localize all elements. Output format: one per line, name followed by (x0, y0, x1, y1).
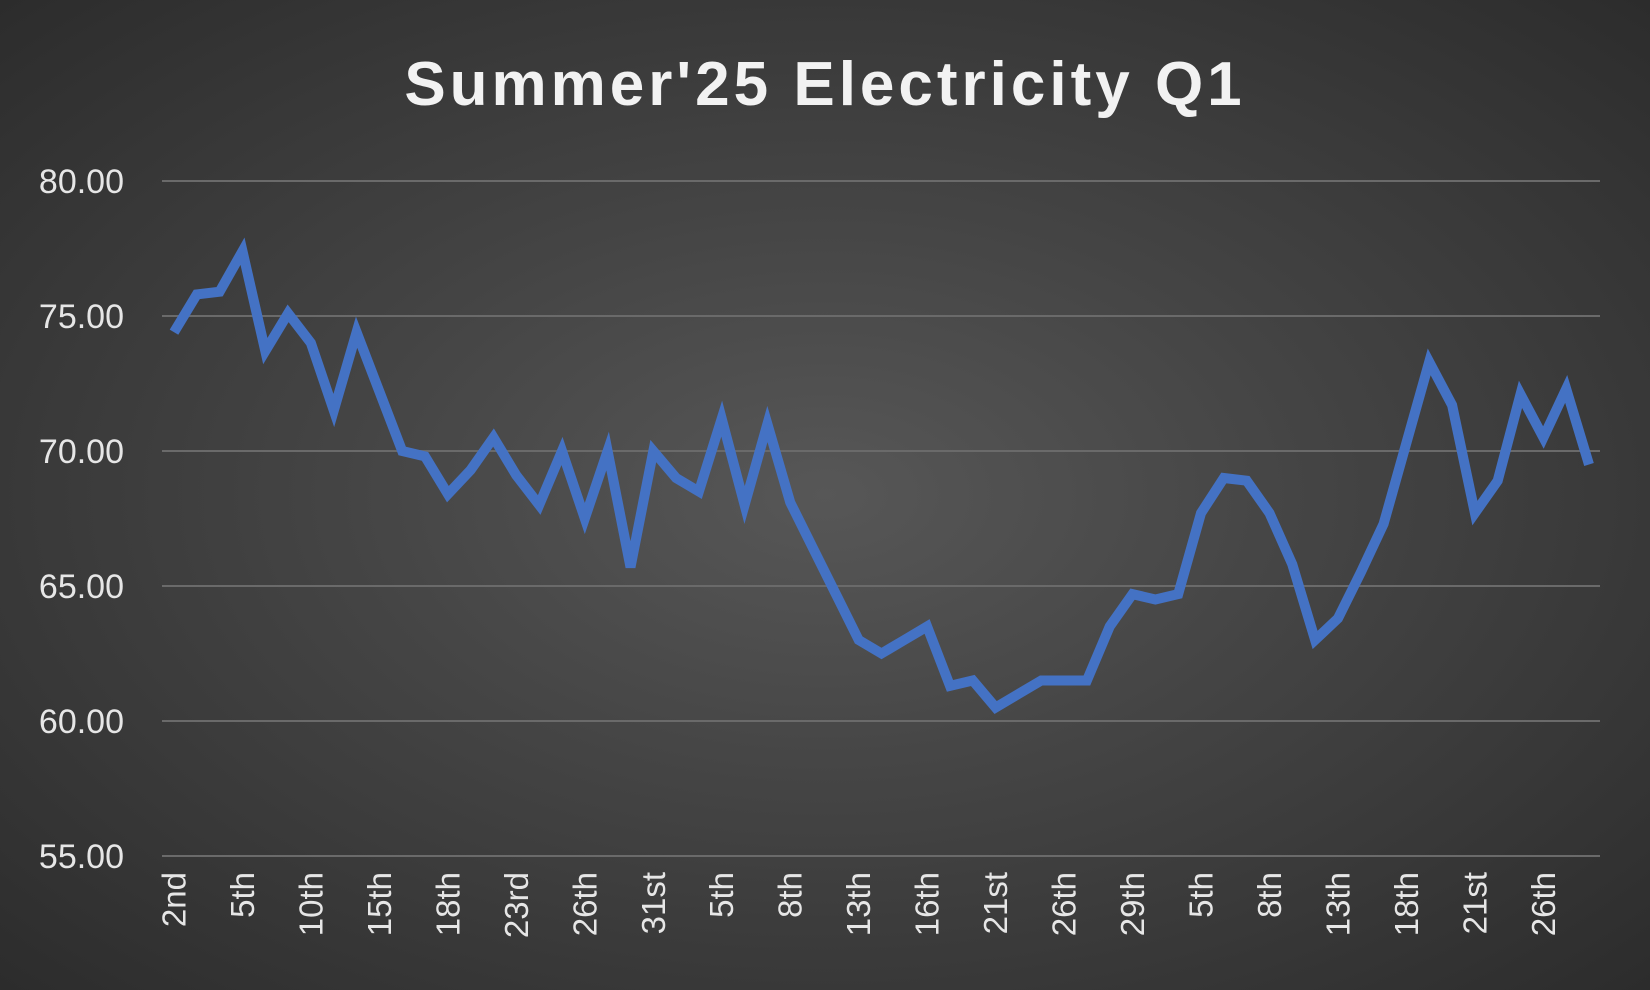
chart-title: Summer'25 Electricity Q1 (404, 50, 1245, 119)
x-tick-label: 8th (772, 872, 809, 918)
y-tick-label: 80.00 (39, 163, 124, 201)
y-tick-label: 70.00 (39, 433, 124, 471)
y-tick-label: 55.00 (39, 838, 124, 876)
x-tick-label: 23rd (498, 872, 535, 938)
x-tick-label: 15th (361, 872, 398, 936)
series-layer (169, 237, 1594, 714)
x-tick-label: 18th (1388, 872, 1425, 936)
x-tick-label: 13th (1319, 872, 1356, 936)
x-tick-label: 21st (1456, 872, 1493, 934)
x-tick-label: 31st (635, 872, 672, 934)
x-tick-label: 18th (429, 872, 466, 936)
x-tick-label: 21st (977, 872, 1014, 934)
x-tick-label: 8th (1251, 872, 1288, 918)
y-tick-label: 75.00 (39, 298, 124, 336)
x-tick-label: 5th (224, 872, 261, 918)
x-tick-label: 26th (1525, 872, 1562, 936)
x-tick-label: 13th (840, 872, 877, 936)
x-tick-label: 5th (1183, 872, 1220, 918)
x-tick-label: 5th (703, 872, 740, 918)
y-tick-label: 65.00 (39, 568, 124, 606)
x-tick-label: 2nd (156, 872, 193, 927)
x-tick-label: 26th (566, 872, 603, 936)
y-tick-label: 60.00 (39, 703, 124, 741)
y-axis-ticks: 80.00 75.00 70.00 65.00 60.00 55.00 (39, 163, 124, 876)
x-axis-ticks: 2nd 5th 10th 15th 18th 23rd 26th 31st 5th 8th 13th… (156, 872, 1562, 938)
series-line (169, 237, 1594, 714)
x-tick-label: 16th (909, 872, 946, 936)
x-tick-label: 29th (1114, 872, 1151, 936)
x-tick-label: 26th (1046, 872, 1083, 936)
x-tick-label: 10th (292, 872, 329, 936)
